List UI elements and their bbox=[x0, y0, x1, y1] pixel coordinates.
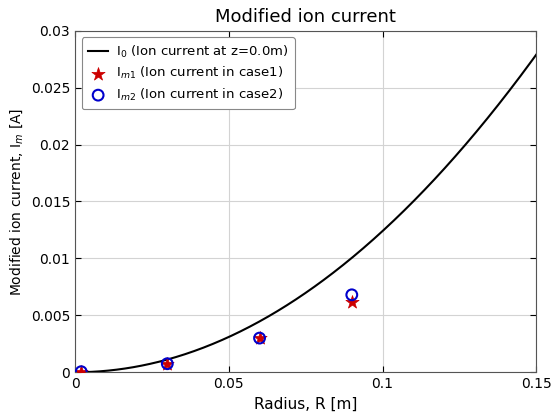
I$_{m1}$ (Ion current in case1) bbox=[163, 360, 172, 367]
I$_{m1}$ (Ion current in case1) bbox=[77, 368, 86, 375]
I$_0$ (Ion current at z=0.0m) bbox=[522, 67, 529, 72]
I$_0$ (Ion current at z=0.0m) bbox=[450, 156, 456, 161]
I$_0$ (Ion current at z=0.0m) bbox=[72, 370, 78, 375]
I$_0$ (Ion current at z=0.0m) bbox=[346, 257, 353, 262]
Title: Modified ion current: Modified ion current bbox=[215, 8, 396, 26]
I$_{m2}$ (Ion current in case2) bbox=[77, 368, 86, 375]
I$_0$ (Ion current at z=0.0m) bbox=[533, 52, 540, 57]
I$_{m2}$ (Ion current in case2) bbox=[163, 360, 172, 367]
I$_{m2}$ (Ion current in case2) bbox=[255, 335, 264, 341]
Legend: I$_0$ (Ion current at z=0.0m), I$_{m1}$ (Ion current in case1), I$_{m2}$ (Ion cu: I$_0$ (Ion current at z=0.0m), I$_{m1}$ … bbox=[82, 37, 295, 109]
Line: I$_0$ (Ion current at z=0.0m): I$_0$ (Ion current at z=0.0m) bbox=[75, 55, 536, 372]
X-axis label: Radius, R [m]: Radius, R [m] bbox=[254, 396, 357, 412]
I$_0$ (Ion current at z=0.0m) bbox=[321, 277, 328, 282]
Y-axis label: Modified ion current, I$_m$ [A]: Modified ion current, I$_m$ [A] bbox=[8, 107, 25, 296]
I$_0$ (Ion current at z=0.0m) bbox=[293, 296, 300, 301]
I$_{m1}$ (Ion current in case1) bbox=[255, 335, 264, 341]
I$_{m2}$ (Ion current in case2) bbox=[347, 291, 356, 298]
I$_{m1}$ (Ion current in case1) bbox=[347, 298, 356, 305]
I$_0$ (Ion current at z=0.0m) bbox=[291, 298, 297, 303]
